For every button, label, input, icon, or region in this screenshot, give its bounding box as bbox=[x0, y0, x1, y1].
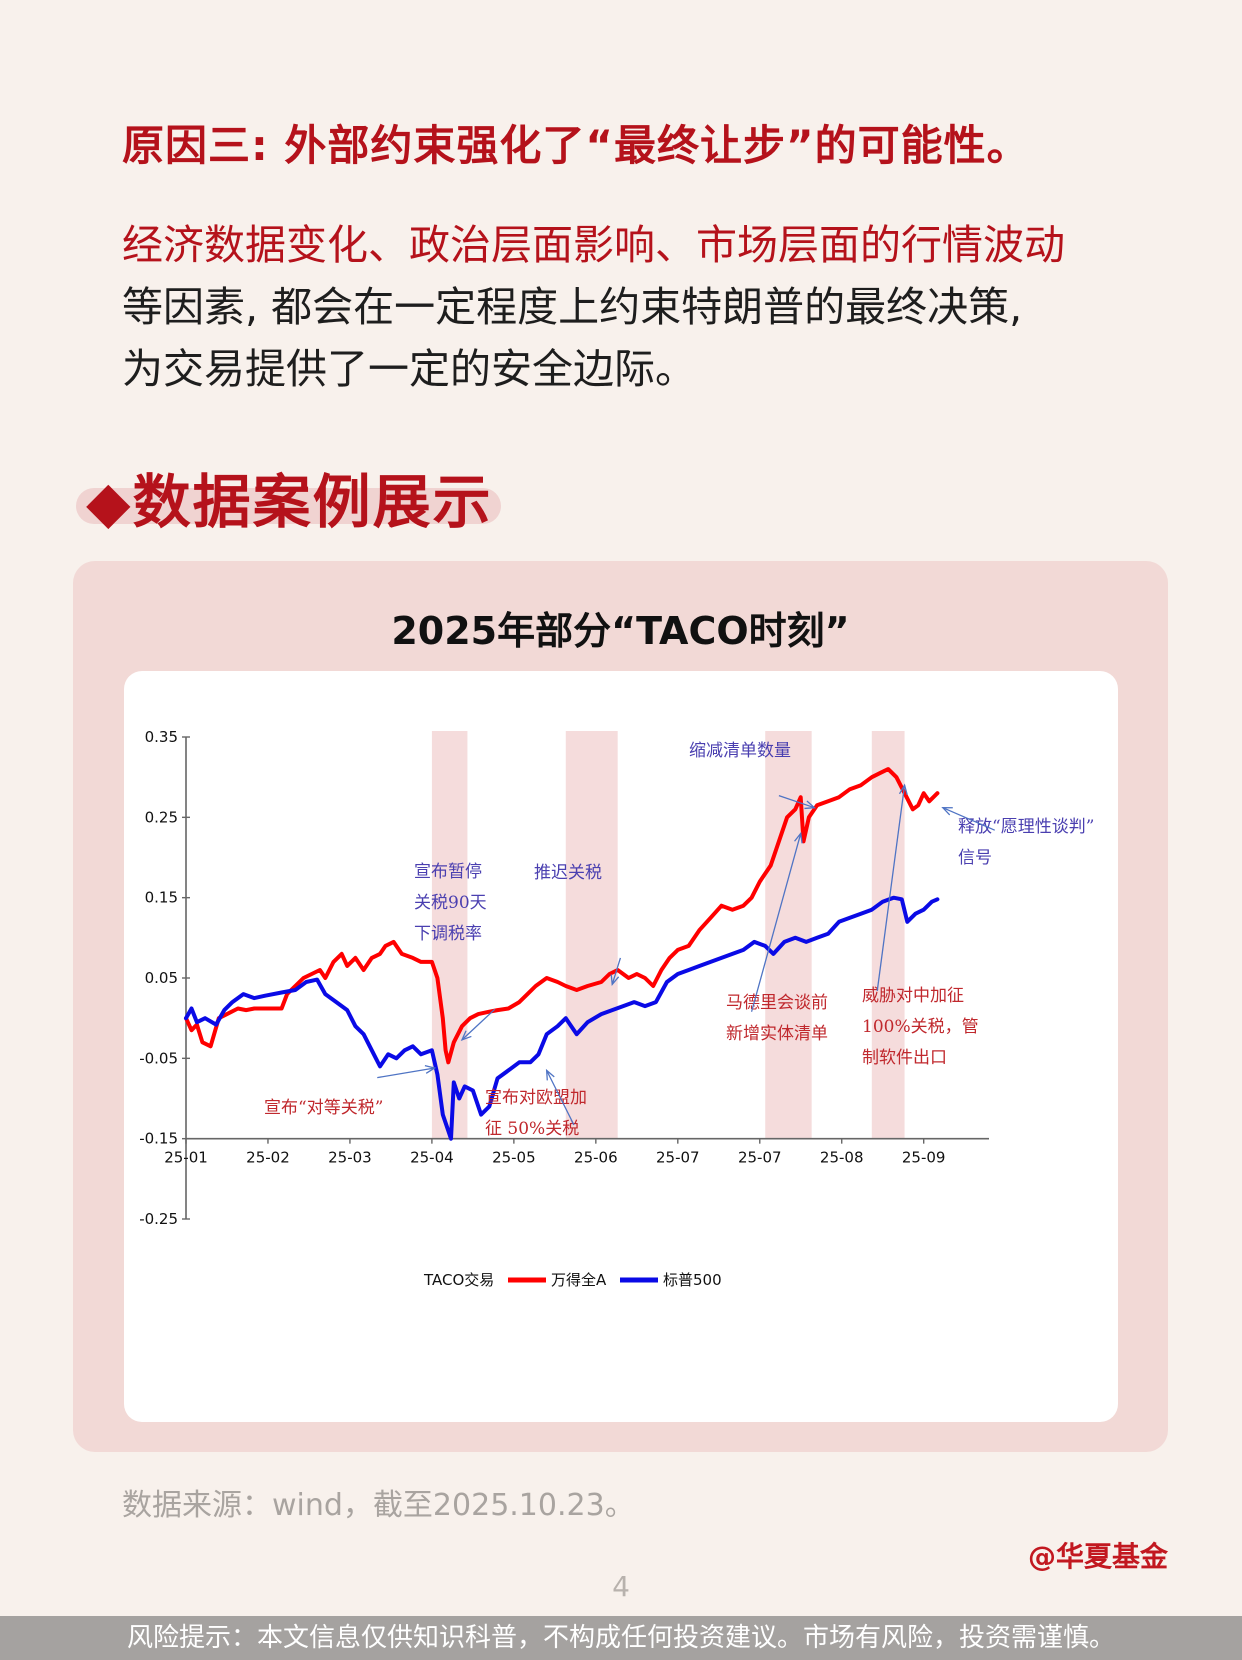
y-tick-label: -0.15 bbox=[139, 1130, 178, 1148]
x-tick-label: 25-09 bbox=[902, 1149, 946, 1167]
legend-title: TACO交易 bbox=[423, 1271, 494, 1289]
annotation-arrow bbox=[778, 795, 815, 809]
annotation-arrow bbox=[611, 957, 622, 985]
annotation-label: 宣布暂停 bbox=[414, 862, 482, 882]
series-line-1 bbox=[184, 767, 940, 1065]
annotation-label: 宣布“对等关税” bbox=[264, 1098, 383, 1118]
annotation-arrowhead bbox=[898, 783, 908, 796]
series-line-2 bbox=[184, 895, 940, 1141]
annotation-arrowhead bbox=[794, 831, 803, 844]
x-tick-label: 25-04 bbox=[410, 1149, 454, 1167]
annotation-arrow bbox=[750, 833, 802, 1012]
reason-paragraph: 经济数据变化、政治层面影响、市场层面的行情波动 等因素, 都会在一定程度上约束特… bbox=[122, 214, 1142, 400]
y-tick-label: 0.05 bbox=[145, 969, 178, 987]
annotation-arrow bbox=[546, 1070, 575, 1126]
annotation-arrow bbox=[377, 1067, 435, 1079]
legend-label-1: 万得全A bbox=[551, 1271, 607, 1289]
annotation-label: 威胁对中加征 bbox=[862, 986, 964, 1006]
x-tick-label: 25-01 bbox=[164, 1149, 208, 1167]
annotation-label: 制软件出口 bbox=[862, 1048, 947, 1068]
annotation-arrowhead bbox=[545, 1068, 555, 1081]
paragraph-line-2: 等因素, 都会在一定程度上约束特朗普的最终决策, bbox=[122, 283, 1023, 331]
annotation-label: 征 50%关税 bbox=[485, 1119, 579, 1139]
legend-label-2: 标普500 bbox=[663, 1271, 722, 1289]
taco-band-4 bbox=[871, 731, 905, 1139]
annotation-label: 信号 bbox=[958, 848, 992, 868]
annotation-label: 下调税率 bbox=[414, 924, 482, 944]
annotation-label: 新增实体清单 bbox=[726, 1024, 828, 1044]
annotation-arrow bbox=[942, 807, 995, 831]
y-tick-label: 0.25 bbox=[145, 808, 178, 826]
x-tick-label: 25-08 bbox=[820, 1149, 864, 1167]
annotation-arrow bbox=[876, 785, 906, 991]
annotation-label: 关税90天 bbox=[414, 893, 487, 913]
annotation-arrowhead bbox=[610, 974, 620, 987]
chart-title: 2025年部分“TACO时刻” bbox=[391, 609, 850, 653]
x-tick-label: 25-07 bbox=[738, 1149, 782, 1167]
x-tick-label: 25-05 bbox=[492, 1149, 536, 1167]
brand-handle[interactable]: @华夏基金 bbox=[1027, 1540, 1168, 1573]
reason-heading: 原因三: 外部约束强化了“最终让步”的可能性。 bbox=[122, 121, 1030, 170]
x-tick-label: 25-07 bbox=[656, 1149, 700, 1167]
annotation-label: 缩减清单数量 bbox=[689, 741, 791, 761]
section-title-highlight bbox=[76, 488, 501, 524]
x-tick-label: 25-03 bbox=[328, 1149, 372, 1167]
chart-panel bbox=[124, 671, 1118, 1422]
paragraph-line-3: 为交易提供了一定的安全边际。 bbox=[122, 345, 696, 393]
annotation-arrowhead bbox=[804, 800, 816, 810]
annotation-label: 推迟关税 bbox=[534, 863, 602, 883]
y-tick-label: -0.25 bbox=[139, 1210, 178, 1228]
page-number: 4 bbox=[612, 1570, 630, 1603]
x-tick-label: 25-02 bbox=[246, 1149, 290, 1167]
annotation-arrowhead bbox=[941, 807, 953, 816]
x-tick-label: 25-06 bbox=[574, 1149, 618, 1167]
y-tick-label: -0.05 bbox=[139, 1049, 178, 1067]
annotation-label: 释放“愿理性谈判” bbox=[958, 817, 1094, 837]
section-title: ◆数据案例展示 bbox=[86, 468, 493, 536]
taco-band-2 bbox=[565, 731, 618, 1139]
annotation-label: 马德里会谈前 bbox=[726, 993, 828, 1013]
annotation-arrowhead bbox=[424, 1065, 437, 1074]
annotation-arrow bbox=[461, 1008, 496, 1041]
annotation-label: 100%关税，管 bbox=[862, 1017, 979, 1037]
y-tick-label: 0.15 bbox=[145, 889, 178, 907]
data-source-note: 数据来源：wind，截至2025.10.23。 bbox=[122, 1488, 635, 1523]
annotation-arrowhead bbox=[460, 1030, 472, 1041]
annotation-label: 宣布对欧盟加 bbox=[485, 1088, 587, 1108]
taco-line-chart: 0.35 0.25 0.15 0.05 -0.05 -0.15 -0.25 25-01 25-0… bbox=[139, 728, 1094, 1289]
paragraph-highlight: 经济数据变化、政治层面影响、市场层面的行情波动 bbox=[122, 221, 1065, 269]
risk-warning-footer: 风险提示：本文信息仅供知识科普，不构成任何投资建议。市场有风险，投资需谨慎。 bbox=[0, 1616, 1242, 1660]
y-tick-label: 0.35 bbox=[145, 728, 178, 746]
